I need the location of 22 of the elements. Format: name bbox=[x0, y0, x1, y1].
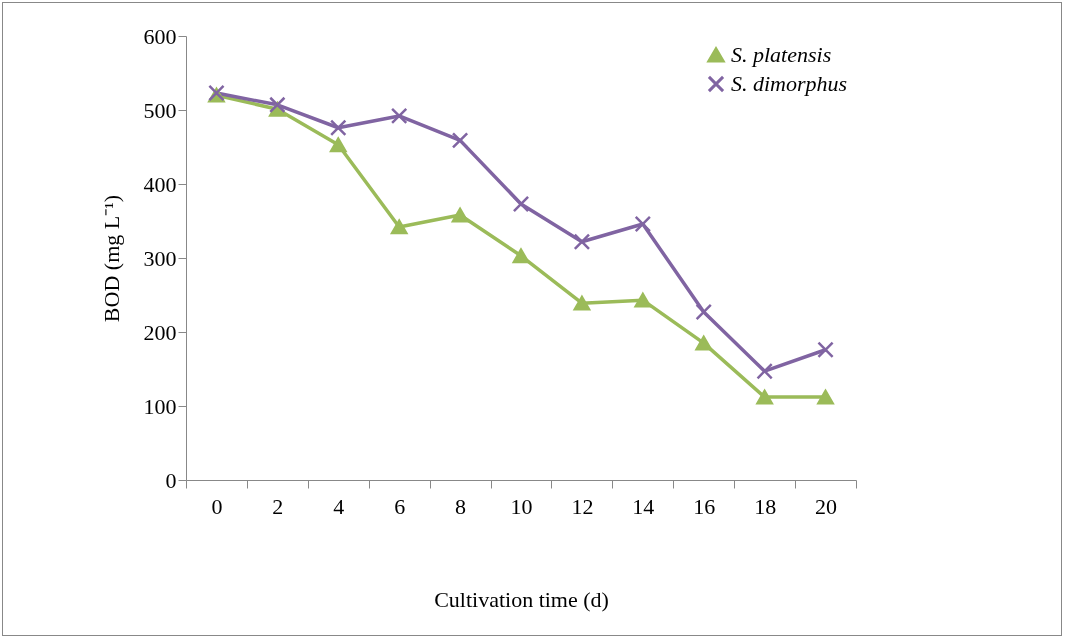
y-tick-label: 300 bbox=[143, 245, 177, 271]
x-tick-label: 0 bbox=[211, 493, 223, 519]
y-tick-label: 100 bbox=[143, 393, 177, 419]
x-tick-label: 6 bbox=[394, 493, 406, 519]
x-axis-title: Cultivation time (d) bbox=[434, 586, 609, 612]
x-tick-label: 10 bbox=[510, 493, 533, 519]
x-tick-label: 4 bbox=[333, 493, 345, 519]
x-tick-label: 18 bbox=[754, 493, 777, 519]
x-tick-label: 16 bbox=[693, 493, 716, 519]
x-tick-label: 8 bbox=[455, 493, 467, 519]
x-tick-label: 14 bbox=[632, 493, 655, 519]
y-tick-label: 600 bbox=[143, 23, 177, 49]
x-tick-label: 2 bbox=[272, 493, 284, 519]
x-tick-label: 20 bbox=[815, 493, 838, 519]
y-axis-title: BOD (mg L⁻¹) bbox=[98, 194, 124, 323]
legend-label: S. platensis bbox=[731, 42, 832, 67]
y-tick-label: 200 bbox=[143, 319, 177, 345]
y-tick-label: 400 bbox=[143, 171, 177, 197]
y-tick-label: 0 bbox=[165, 467, 177, 493]
x-tick-label: 12 bbox=[571, 493, 594, 519]
y-tick-label: 500 bbox=[143, 97, 177, 123]
legend-label: S. dimorphus bbox=[731, 71, 848, 96]
